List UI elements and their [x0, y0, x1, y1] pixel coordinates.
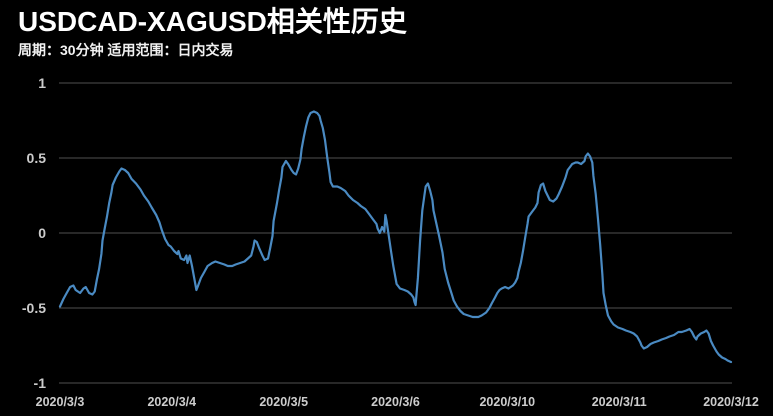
page-subtitle: 周期：30分钟 适用范围：日内交易	[18, 42, 234, 58]
y-axis-tick-label: 1	[38, 75, 46, 91]
y-axis-tick-label: 0.5	[27, 150, 47, 166]
x-axis-tick-label: 2020/3/4	[147, 395, 196, 409]
x-axis-tick-label: 2020/3/11	[592, 395, 647, 409]
x-axis-tick-label: 2020/3/6	[371, 395, 420, 409]
x-axis-tick-label: 2020/3/10	[479, 395, 535, 409]
page-title: USDCAD-XAGUSD相关性历史	[18, 6, 407, 37]
x-axis-tick-label: 2020/3/5	[259, 395, 308, 409]
y-axis-tick-label: -0.5	[22, 300, 46, 316]
y-axis-tick-label: 0	[38, 225, 46, 241]
chart-header: USDCAD-XAGUSD相关性历史 周期：30分钟 适用范围：日内交易	[18, 5, 407, 59]
x-axis-tick-label: 2020/3/3	[36, 395, 85, 409]
correlation-series-line	[58, 110, 733, 364]
y-axis-tick-label: -1	[34, 375, 47, 391]
x-axis-tick-label: 2020/3/12	[703, 395, 759, 409]
